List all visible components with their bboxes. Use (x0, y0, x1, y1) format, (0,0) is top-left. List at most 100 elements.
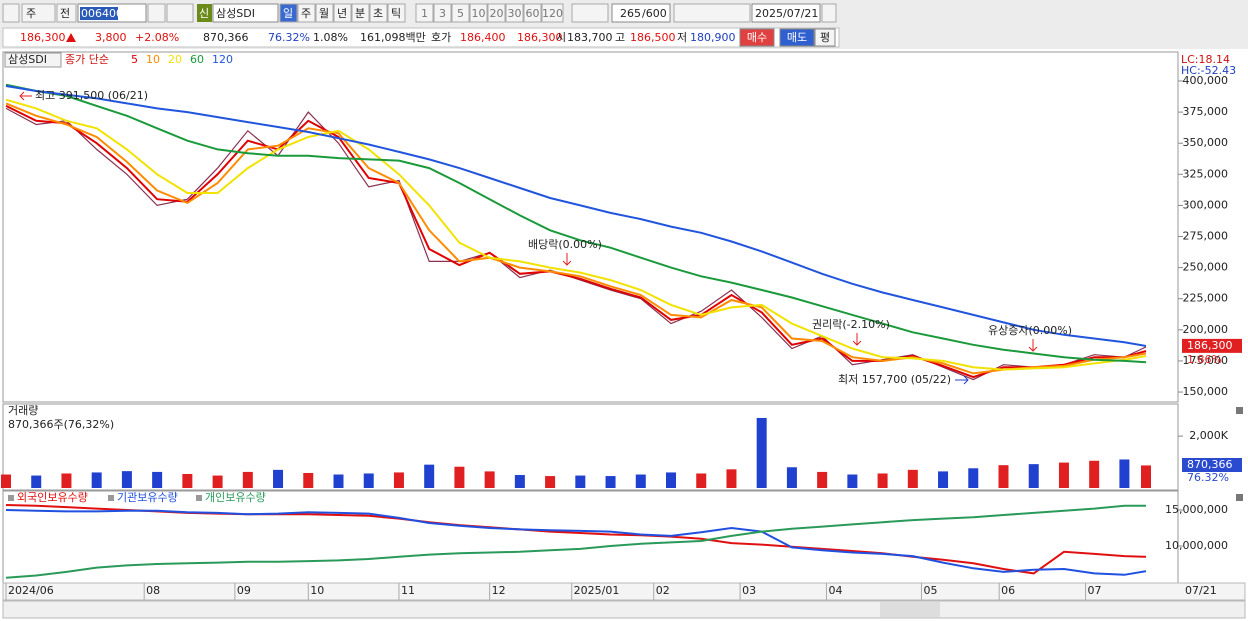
current-date: 07/21 (1185, 584, 1217, 597)
interval-button[interactable] (505, 3, 524, 23)
quote-ask: 186,400 (460, 31, 506, 44)
legend-entry: 20 (168, 53, 182, 66)
y-tick-label: 175,000 (1183, 354, 1229, 367)
legend-entry: 60 (190, 53, 204, 66)
volume-bar (1089, 460, 1100, 488)
period-button[interactable] (333, 3, 352, 23)
scroll-controls[interactable] (880, 602, 940, 617)
order-button[interactable] (814, 28, 836, 47)
y-tick-label: 10,000,000 (1165, 539, 1228, 552)
count-box[interactable] (611, 3, 671, 23)
interval-button[interactable] (487, 3, 506, 23)
search-button[interactable] (147, 3, 166, 23)
x-tick-label: 04 (828, 584, 842, 597)
name-box[interactable] (212, 3, 279, 23)
series-line (5, 83, 1147, 364)
period-button[interactable] (315, 3, 334, 23)
period-button[interactable] (297, 3, 316, 23)
volume-bar (847, 474, 858, 488)
period-label: 틱 (391, 7, 401, 20)
volume-bar (121, 471, 132, 488)
interval-label: 120 (542, 7, 563, 20)
interval-button[interactable] (415, 3, 434, 23)
order-button[interactable] (779, 28, 815, 47)
volume-bar (31, 475, 42, 488)
y-tick-label: 250,000 (1183, 261, 1229, 274)
y-tick-label: 200,000 (1183, 323, 1229, 336)
sound-button[interactable] (166, 3, 194, 23)
volume-title: 거래량 (8, 404, 38, 417)
volume-bar (484, 471, 495, 488)
volume-bar (696, 473, 707, 488)
view-button[interactable] (56, 3, 77, 23)
period-label: 년 (337, 7, 347, 20)
panel-close[interactable] (1236, 407, 1243, 414)
y-tick-label: 325,000 (1183, 167, 1229, 180)
order-label: 매수 (747, 31, 767, 44)
series-line (5, 98, 1147, 371)
volume-bar (817, 471, 828, 488)
interval-button[interactable] (433, 3, 452, 23)
quote-open: 183,700 (567, 31, 613, 44)
market-select[interactable] (21, 3, 56, 23)
tool-icons[interactable] (673, 3, 751, 23)
series-line (5, 504, 1146, 579)
volume-bar (907, 469, 918, 488)
calendar-button[interactable] (821, 3, 837, 23)
volume-bar (333, 474, 344, 488)
legend-entry: 10 (146, 53, 160, 66)
period-button[interactable] (279, 3, 298, 23)
last-pct: 1.86% (1187, 353, 1222, 366)
y-tick-label: 15,000,000 (1165, 503, 1228, 516)
interval-button[interactable] (451, 3, 470, 23)
quote-amount: 161,098백만 (360, 31, 426, 44)
interval-label: 10 (472, 7, 486, 20)
code-selection (80, 7, 118, 20)
volume-bar (242, 471, 253, 488)
hc-label: HC:-52.43 (1181, 64, 1236, 77)
volume-bar (998, 465, 1009, 488)
volume-bar (273, 469, 284, 488)
scrollbar[interactable] (2, 600, 1246, 619)
period-button[interactable] (387, 3, 406, 23)
x-tick-label: 12 (492, 584, 506, 597)
last-volume-pct: 76.32% (1187, 471, 1229, 484)
volume-bar (1058, 462, 1069, 488)
volume-bar (1119, 459, 1130, 488)
volume-bar (635, 474, 646, 488)
x-tick-label: 11 (401, 584, 415, 597)
x-tick-label: 03 (742, 584, 756, 597)
legend-entry: 기관보유수량 (117, 491, 178, 504)
panel-close[interactable] (1236, 494, 1243, 501)
menu-icon[interactable] (2, 3, 20, 23)
badge-bg (197, 4, 212, 22)
order-button[interactable] (739, 28, 775, 47)
y-tick-label: 225,000 (1183, 292, 1229, 305)
volume-bar (1, 474, 11, 488)
annotation: 유상증자(0.00%) (988, 324, 1072, 337)
dropdown[interactable] (571, 3, 609, 23)
x-tick-label: 2025/01 (574, 584, 620, 597)
up-arrow (66, 33, 76, 42)
x-tick-label: 05 (923, 584, 937, 597)
period-button[interactable] (351, 3, 370, 23)
interval-button[interactable] (469, 3, 488, 23)
period-button[interactable] (369, 3, 388, 23)
x-tick-label: 07 (1088, 584, 1102, 597)
quote-high: 186,500 (630, 31, 676, 44)
code: 006400 (81, 7, 123, 20)
y-tick-label: 275,000 (1183, 230, 1229, 243)
legend-entry: 120 (212, 53, 233, 66)
annotation-arrow (852, 333, 862, 346)
chart-title: 삼성SDI (8, 53, 47, 66)
date-box[interactable] (751, 3, 821, 23)
interval-button[interactable] (541, 3, 564, 23)
interval-button[interactable] (523, 3, 542, 23)
volume-bar (363, 473, 374, 488)
period-label: 주 (301, 7, 311, 20)
interval-label: 5 (457, 7, 464, 20)
volume-bar (605, 476, 616, 488)
volume-bar (786, 467, 797, 488)
order-label: 매도 (787, 31, 807, 44)
